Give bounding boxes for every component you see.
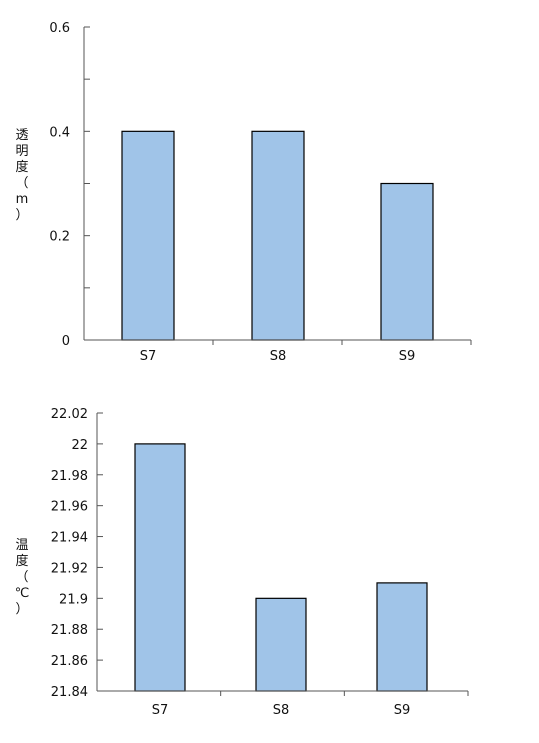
bar-s7: [121, 130, 175, 341]
y-tick-label: 22.02: [51, 407, 88, 422]
x-tick-label-s8: S8: [273, 703, 290, 718]
x-tick-label-s9: S9: [394, 703, 411, 718]
bar-s8: [255, 597, 307, 692]
y-tick-label: 21.94: [51, 531, 88, 546]
chart-panel-2: 21.84 21.86 21.88 21.9 21.92 21.94 21.96 21.98 2…: [15, 407, 469, 718]
y-axis-label: 温度（℃）: [15, 538, 30, 617]
bar-s7: [134, 443, 186, 692]
y-tick-label: 21.96: [51, 500, 88, 515]
y-tick-label: 0.6: [49, 21, 70, 36]
y-tick-label: 21.86: [51, 654, 88, 669]
y-tick-label: 22: [71, 438, 88, 453]
x-tick-label-s8: S8: [270, 349, 287, 364]
y-tick-label: 21.98: [51, 469, 88, 484]
y-tick-label: 0.4: [49, 125, 70, 140]
bar-s9: [376, 582, 428, 692]
y-tick-label: 21.84: [51, 685, 88, 700]
y-axis-label: 透明度（ m）: [15, 128, 28, 223]
y-tick-label: 0: [62, 334, 70, 349]
y-tick-label: 0.2: [49, 230, 70, 245]
y-tick-label: 21.88: [51, 623, 88, 638]
chart-panel-1: 0 0.2 0.4 0.6 S7 S8 S9 透明度（ m）: [15, 21, 472, 364]
y-tick-label: 21.92: [51, 561, 88, 576]
bar-s9: [380, 182, 434, 341]
x-tick-label-s7: S7: [152, 703, 169, 718]
y-tick-label: 21.9: [59, 592, 88, 607]
x-tick-label-s9: S9: [399, 349, 416, 364]
x-tick-label-s7: S7: [140, 349, 157, 364]
bar-s8: [251, 130, 305, 341]
